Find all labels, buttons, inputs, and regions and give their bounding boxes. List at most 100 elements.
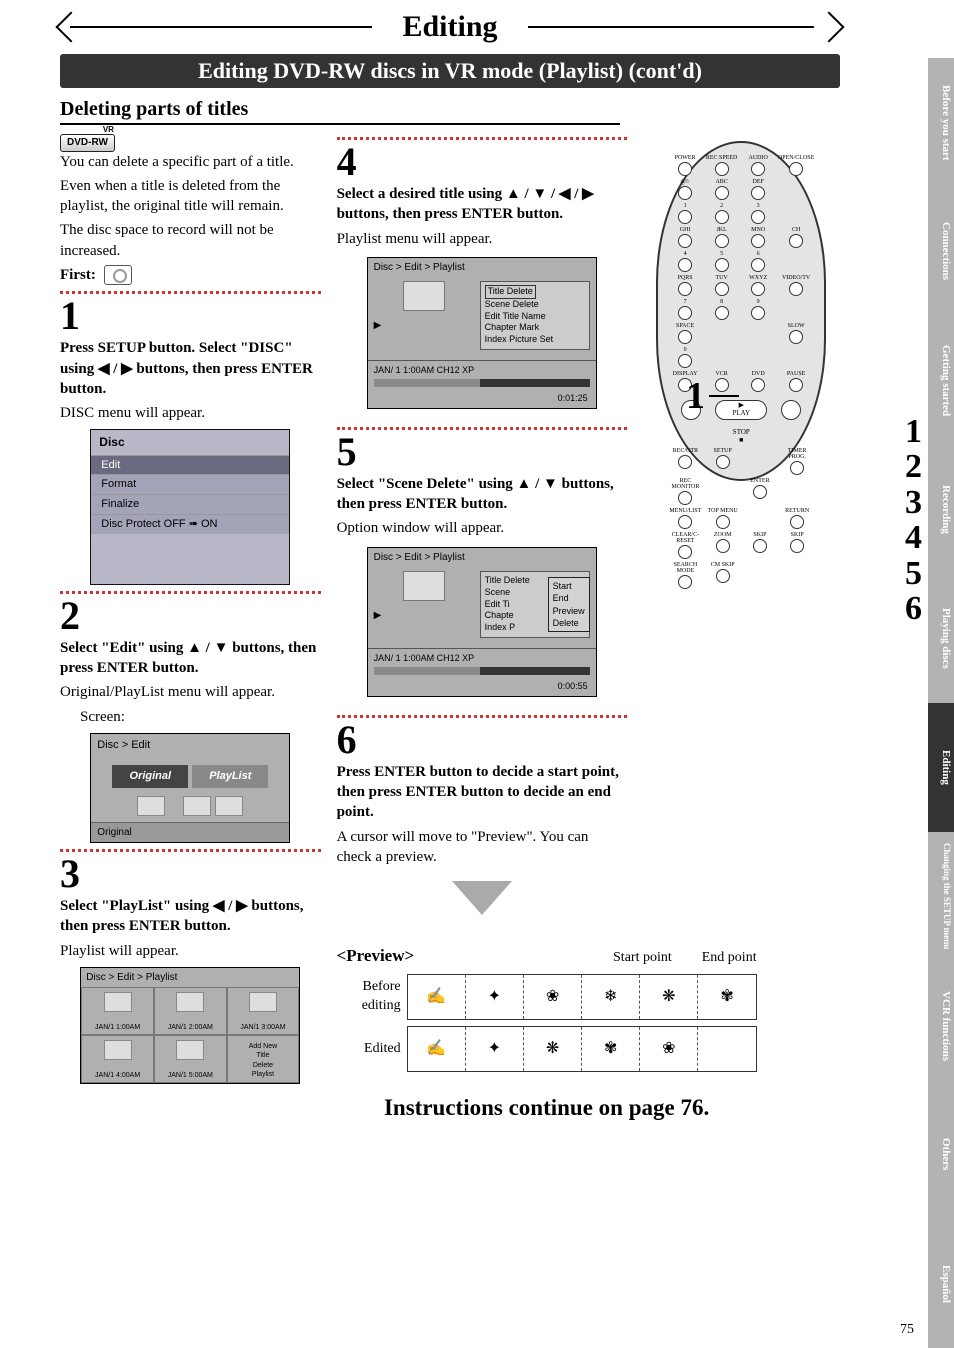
remote-button	[778, 251, 814, 272]
step-number-index: 1 2 3 4 5 6	[905, 415, 922, 625]
thumbnail-icon	[403, 571, 445, 601]
remote-control-diagram: POWERREC SPEEDAUDIOOPEN/CLOSE@!:ABCDEF12…	[656, 141, 826, 481]
before-editing-label: Before editing	[337, 978, 407, 1016]
thumbnail-icon	[183, 796, 211, 816]
edited-label: Edited	[337, 1040, 407, 1059]
remote-button: DVD	[741, 371, 775, 392]
tab-playing-discs[interactable]: Playing discs	[928, 574, 954, 703]
intro-p1: You can delete a specific part of a titl…	[60, 152, 321, 172]
step3-number: 3	[60, 854, 321, 894]
intro-p2: Even when a title is deleted from the pl…	[60, 176, 321, 217]
remote-button: 0	[668, 347, 702, 368]
step4-screen: Disc > Edit > Playlist ▶ Title Delete Sc…	[367, 257, 597, 409]
remote-button: REC SPEED	[705, 155, 739, 176]
step6-number: 6	[337, 720, 627, 760]
edited-strip: ✍ ✦ ❋ ✾ ❀	[407, 1026, 757, 1072]
thumbnail-icon	[137, 796, 165, 816]
down-arrow-icon	[452, 881, 512, 915]
tab-getting-started[interactable]: Getting started	[928, 316, 954, 445]
remote-button	[778, 179, 814, 200]
remote-button	[778, 347, 814, 368]
tab-espanol[interactable]: Español	[928, 1219, 954, 1348]
remote-button: SETUP	[706, 448, 740, 475]
remote-button: SKIP	[780, 532, 814, 559]
thumbnail-icon	[215, 796, 243, 816]
remote-button: ENTER	[743, 478, 777, 505]
remote-button: CH	[778, 227, 814, 248]
remote-button: DEF	[741, 179, 775, 200]
subtitle-bar: Editing DVD-RW discs in VR mode (Playlis…	[60, 54, 840, 88]
step2-text2: Screen:	[60, 707, 321, 727]
remote-button	[743, 508, 777, 529]
tab-connections[interactable]: Connections	[928, 187, 954, 316]
remote-button: PQRS	[668, 275, 702, 296]
remote-button: SKIP	[743, 532, 777, 559]
remote-button: 2	[705, 203, 739, 224]
remote-button	[743, 448, 777, 475]
step1-instruction: Press SETUP button. Select "DISC" using …	[60, 338, 321, 399]
remote-button: SPACE	[668, 323, 702, 344]
remote-button	[705, 347, 739, 368]
section-tabs-rail: Before you start Connections Getting sta…	[928, 58, 954, 1348]
tab-vcr-functions[interactable]: VCR functions	[928, 961, 954, 1090]
remote-button: 1	[668, 203, 702, 224]
dvd-rw-badge: VR DVD-RW	[60, 134, 115, 152]
main-title-bracket: Editing	[60, 10, 840, 44]
remote-button	[743, 562, 777, 589]
page-number: 75	[900, 1322, 914, 1338]
tab-before-you-start[interactable]: Before you start	[928, 58, 954, 187]
tab-original: Original	[112, 765, 188, 788]
remote-button: MENU/LIST	[668, 508, 702, 529]
remote-button	[780, 478, 814, 505]
remote-button: 9	[741, 299, 775, 320]
thumbnail-icon	[403, 281, 445, 311]
step5-instruction: Select "Scene Delete" using ▲ / ▼ button…	[337, 474, 627, 515]
step3-instruction: Select "PlayList" using ◀ / ▶ buttons, t…	[60, 896, 321, 937]
remote-button: MNO	[741, 227, 775, 248]
remote-button: 4	[668, 251, 702, 272]
middle-column: 4 Select a desired title using ▲ / ▼ / ◀…	[337, 131, 627, 1123]
remote-button: SLOW	[778, 323, 814, 344]
remote-button	[741, 347, 775, 368]
preview-title: <Preview>	[337, 945, 415, 968]
edit-screen: Disc > Edit Original PlayList Original	[90, 733, 290, 843]
remote-button	[780, 562, 814, 589]
step1-text: DISC menu will appear.	[60, 403, 321, 423]
remote-button: 6	[741, 251, 775, 272]
remote-button: PAUSE	[778, 371, 814, 392]
step2-text: Original/PlayList menu will appear.	[60, 682, 321, 702]
remote-button: @!:	[668, 179, 702, 200]
disc-icon	[104, 265, 132, 285]
remote-button: JKL	[705, 227, 739, 248]
step6-text: A cursor will move to "Preview". You can…	[337, 827, 627, 868]
remote-button: TUV	[705, 275, 739, 296]
remote-button: RETURN	[780, 508, 814, 529]
bracket-right-icon	[813, 11, 844, 42]
remote-button: ABC	[705, 179, 739, 200]
disc-menu-screen: Disc Edit Format Finalize Disc Protect O…	[90, 429, 290, 585]
tab-changing-setup[interactable]: Changing the SETUP menu	[928, 832, 954, 961]
left-column: VR DVD-RW You can delete a specific part…	[60, 131, 321, 1123]
remote-button: 7	[668, 299, 702, 320]
remote-button	[705, 323, 739, 344]
remote-button: VIDEO/TV	[778, 275, 814, 296]
remote-button	[706, 478, 740, 505]
step2-number: 2	[60, 596, 321, 636]
remote-button: ZOOM	[706, 532, 740, 559]
remote-button: REC/OTR	[668, 448, 702, 475]
step4-instruction: Select a desired title using ▲ / ▼ / ◀ /…	[337, 184, 627, 225]
step1-number: 1	[60, 296, 321, 336]
tab-others[interactable]: Others	[928, 1090, 954, 1219]
tab-playlist: PlayList	[192, 765, 268, 788]
remote-button	[778, 299, 814, 320]
step5-text: Option window will appear.	[337, 518, 627, 538]
remote-button: TOP MENU	[706, 508, 740, 529]
tab-recording[interactable]: Recording	[928, 445, 954, 574]
remote-button: WXYZ	[741, 275, 775, 296]
remote-button: CM SKIP	[706, 562, 740, 589]
remote-button: 3	[741, 203, 775, 224]
tab-editing[interactable]: Editing	[928, 703, 954, 832]
step4-text: Playlist menu will appear.	[337, 229, 627, 249]
remote-button: REC MONITOR	[668, 478, 702, 505]
remote-button: TIMER PROG.	[780, 448, 814, 475]
